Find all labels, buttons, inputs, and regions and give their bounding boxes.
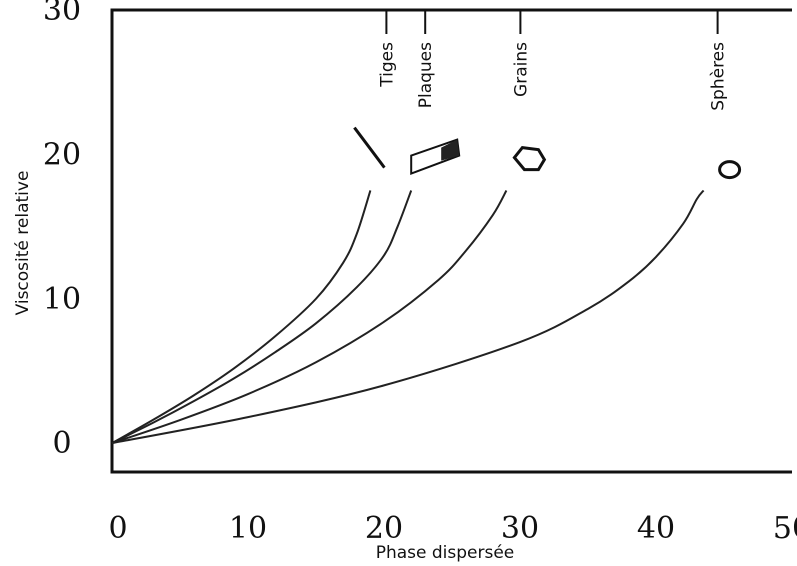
series-line-1 [111,190,372,444]
series-group-1: Tiges [353,10,397,169]
y-tick-label: 0 [52,426,71,461]
grain-icon [512,146,547,172]
x-tick-label: 30 [501,511,539,546]
plate-icon-shade [441,139,460,161]
series-label: Grains [511,42,531,97]
x-tick-label: 0 [108,511,127,546]
series-label: Plaques [416,42,436,108]
series-line-4 [111,189,705,445]
x-tick-label: 40 [637,511,675,546]
series-label: Sphères [709,42,729,111]
series-label: Tiges [377,42,397,88]
plot-frame [110,8,792,474]
y-tick-label: 30 [43,0,81,28]
series-group-2: Plaques [410,10,461,176]
y-tick-label: 20 [43,137,81,172]
y-tick-label: 10 [43,282,81,317]
series-line-2 [111,190,413,445]
x-tick-label: 10 [229,511,267,546]
rod-icon [353,126,386,169]
x-tick-label: 50 [773,511,797,546]
sphere-icon [718,160,742,180]
series-group-4: Sphères [709,10,742,180]
x-axis-title: Phase dispersée [376,543,515,563]
series-line-3 [111,189,508,445]
x-tick-label: 20 [365,511,403,546]
y-axis-title: Viscosité relative [13,171,33,316]
series-group-3: Grains [511,10,547,172]
